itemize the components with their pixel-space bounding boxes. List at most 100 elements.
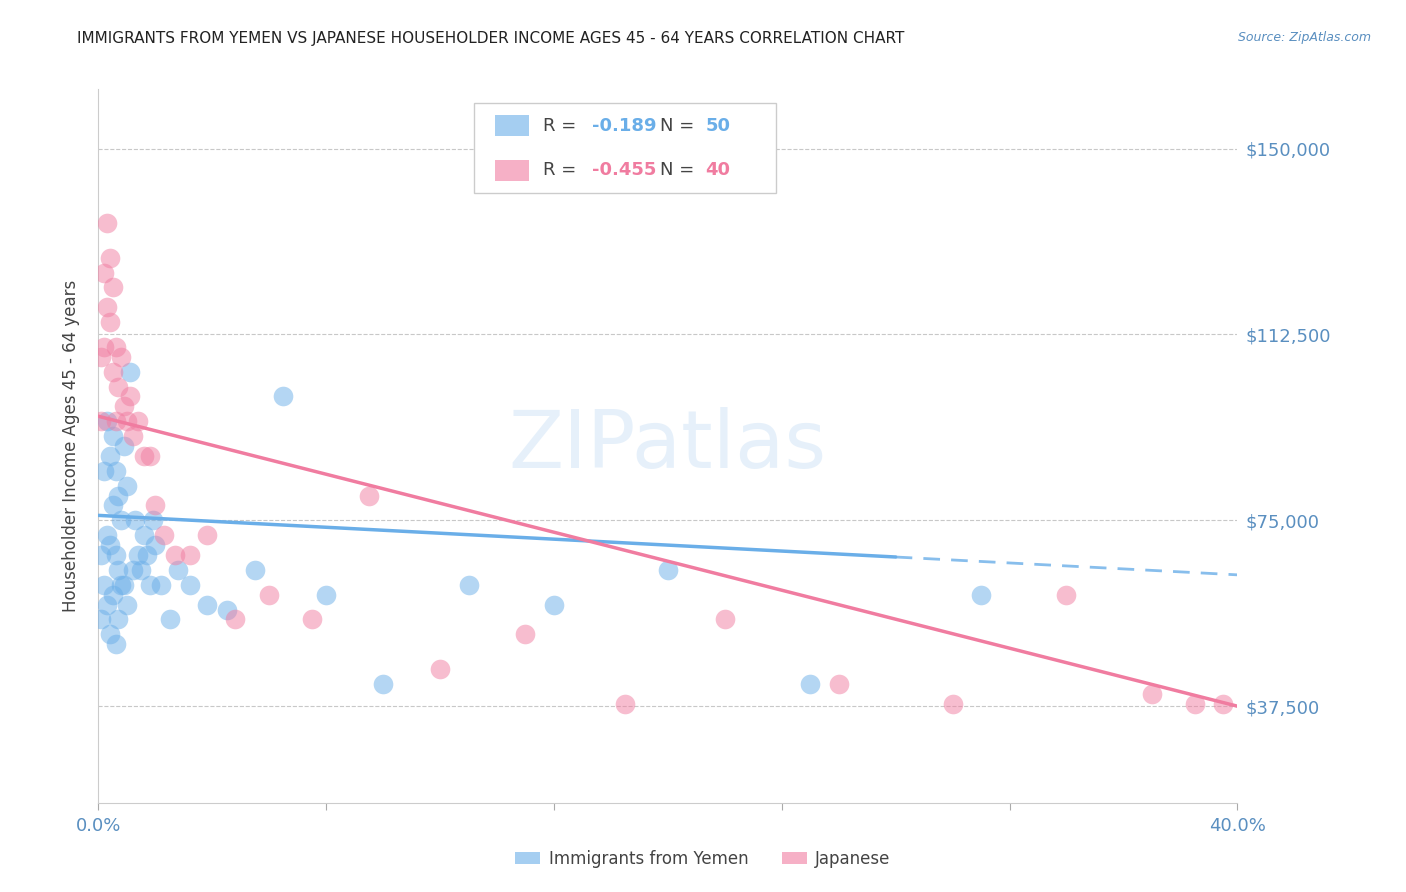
Point xyxy=(159,612,181,626)
Point xyxy=(96,528,118,542)
Text: R =: R = xyxy=(543,161,582,179)
Point xyxy=(315,588,337,602)
Point xyxy=(107,612,129,626)
Point xyxy=(115,478,138,492)
Point xyxy=(110,350,132,364)
Text: -0.189: -0.189 xyxy=(592,117,657,135)
Point xyxy=(657,563,679,577)
Bar xyxy=(495,115,529,136)
Point xyxy=(104,464,127,478)
Point xyxy=(145,538,167,552)
Point xyxy=(224,612,246,626)
Point xyxy=(543,598,565,612)
Point xyxy=(165,548,187,562)
Point xyxy=(259,588,281,602)
Point xyxy=(301,612,323,626)
Text: -0.455: -0.455 xyxy=(592,161,657,179)
Point xyxy=(96,300,118,314)
Text: 50: 50 xyxy=(706,117,731,135)
Point xyxy=(138,578,160,592)
Point xyxy=(90,612,112,626)
Point xyxy=(90,414,112,428)
Point xyxy=(714,612,737,626)
Point xyxy=(179,548,201,562)
Text: Source: ZipAtlas.com: Source: ZipAtlas.com xyxy=(1237,31,1371,45)
Point xyxy=(828,677,851,691)
Point xyxy=(98,627,121,641)
Point xyxy=(357,489,380,503)
Point xyxy=(429,662,451,676)
Point xyxy=(970,588,993,602)
Point xyxy=(145,499,167,513)
Point xyxy=(90,350,112,364)
Point xyxy=(153,528,176,542)
Point xyxy=(98,251,121,265)
Point xyxy=(614,697,637,711)
Point xyxy=(1056,588,1078,602)
FancyBboxPatch shape xyxy=(474,103,776,193)
Point xyxy=(96,216,118,230)
Point xyxy=(118,365,141,379)
Text: N =: N = xyxy=(659,161,700,179)
Point xyxy=(90,548,112,562)
Text: R =: R = xyxy=(543,117,582,135)
Point xyxy=(457,578,479,592)
Point xyxy=(121,429,143,443)
Point xyxy=(101,588,124,602)
Point xyxy=(115,598,138,612)
Point xyxy=(107,563,129,577)
Point xyxy=(101,365,124,379)
Point xyxy=(93,266,115,280)
Point xyxy=(98,538,121,552)
Point xyxy=(127,414,149,428)
Point xyxy=(112,400,135,414)
Point xyxy=(799,677,821,691)
Point xyxy=(101,499,124,513)
Point xyxy=(215,602,238,616)
Point xyxy=(93,340,115,354)
Point xyxy=(1212,697,1234,711)
Point xyxy=(104,340,127,354)
Text: N =: N = xyxy=(659,117,700,135)
Point xyxy=(127,548,149,562)
Point xyxy=(942,697,965,711)
Point xyxy=(373,677,395,691)
Point xyxy=(121,563,143,577)
Bar xyxy=(495,160,529,181)
Point xyxy=(115,414,138,428)
Text: 40: 40 xyxy=(706,161,731,179)
Point xyxy=(118,389,141,403)
Point xyxy=(112,578,135,592)
Point xyxy=(273,389,295,403)
Point xyxy=(150,578,173,592)
Point xyxy=(195,528,218,542)
Point xyxy=(104,637,127,651)
Point xyxy=(132,528,155,542)
Point xyxy=(98,315,121,329)
Point xyxy=(93,578,115,592)
Point xyxy=(93,464,115,478)
Point xyxy=(110,513,132,527)
Point xyxy=(107,489,129,503)
Point xyxy=(107,379,129,393)
Point xyxy=(135,548,157,562)
Point xyxy=(141,513,163,527)
Point xyxy=(96,598,118,612)
Point xyxy=(167,563,190,577)
Point xyxy=(195,598,218,612)
Point xyxy=(243,563,266,577)
Text: ZIPatlas: ZIPatlas xyxy=(509,407,827,485)
Point xyxy=(132,449,155,463)
Point xyxy=(179,578,201,592)
Point xyxy=(138,449,160,463)
Point xyxy=(101,429,124,443)
Point xyxy=(1140,687,1163,701)
Y-axis label: Householder Income Ages 45 - 64 years: Householder Income Ages 45 - 64 years xyxy=(62,280,80,612)
Point xyxy=(104,414,127,428)
Point xyxy=(129,563,152,577)
Point xyxy=(124,513,146,527)
Point xyxy=(101,280,124,294)
Point xyxy=(110,578,132,592)
Text: IMMIGRANTS FROM YEMEN VS JAPANESE HOUSEHOLDER INCOME AGES 45 - 64 YEARS CORRELAT: IMMIGRANTS FROM YEMEN VS JAPANESE HOUSEH… xyxy=(77,31,904,46)
Point xyxy=(112,439,135,453)
